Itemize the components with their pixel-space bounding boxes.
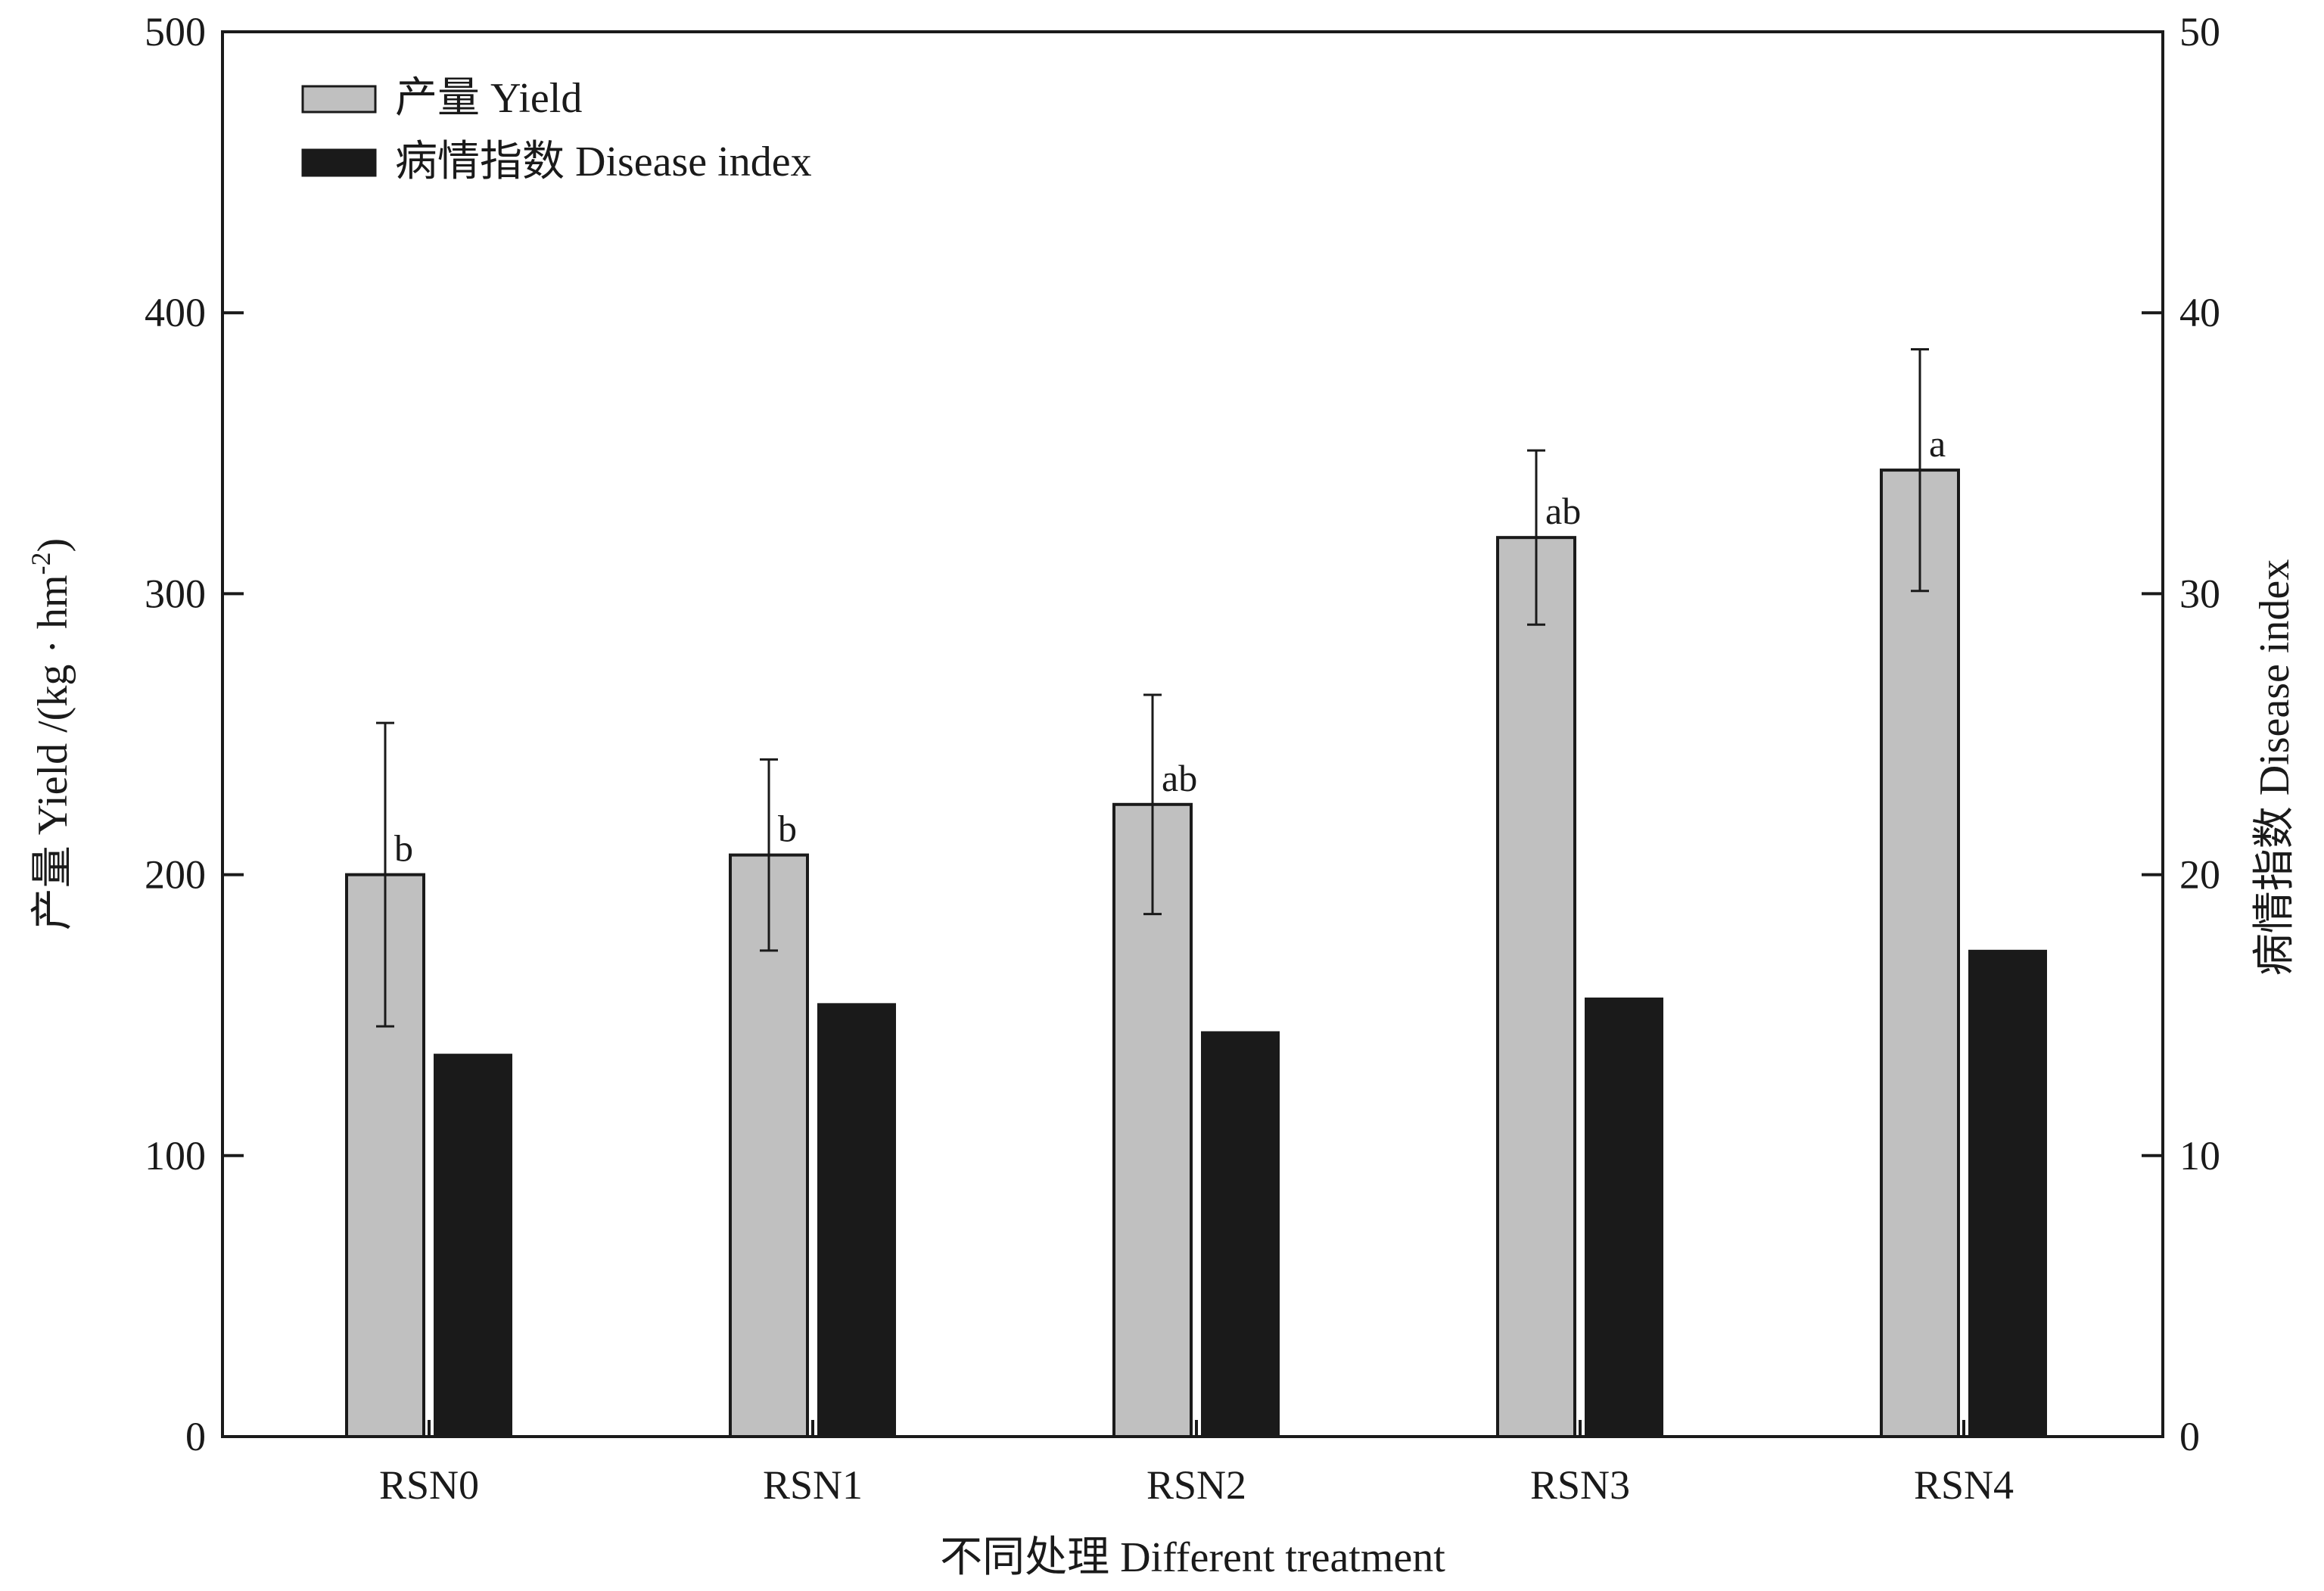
left-axis-ticks: 0 100 200 300 400 500 [145,9,244,1459]
left-tick-label: 400 [145,290,206,335]
significance-label: b [778,808,797,850]
significance-label: a [1929,422,1946,465]
right-tick-label: 10 [2179,1133,2220,1178]
significance-labels-layer: b b ab ab a [394,422,1946,870]
right-tick-label: 20 [2179,852,2220,898]
x-tick-label: RSN3 [1530,1462,1630,1508]
bar-disease-index [1585,997,1663,1437]
bar-yield [1496,536,1576,1438]
x-axis-title: 不同处理 Different treatment [940,1534,1445,1581]
bar-yield [1880,469,1960,1438]
y-axis-title-main: 产量 Yield /(kg · hm [30,574,76,930]
left-tick-label: 300 [145,571,206,616]
legend-label-disease-index: 病情指数 Disease index [395,139,812,185]
legend: 产量 Yield 病情指数 Disease index [301,75,812,185]
significance-label: ab [1545,490,1581,532]
bar-disease-index [817,1003,896,1438]
bars-layer [345,469,2047,1439]
significance-label: ab [1162,757,1197,799]
right-tick-label: 40 [2179,290,2220,335]
left-tick-label: 200 [145,852,206,898]
x-axis-ticks: RSN0 RSN1 RSN2 RSN3 RSN4 [379,1420,2014,1508]
x-tick-label: RSN1 [763,1462,863,1508]
left-tick-label: 500 [145,9,206,54]
error-bars-layer [376,347,1929,1028]
y-axis-title-right: 病情指数 Disease index [2251,559,2298,976]
bar-yield [729,853,809,1438]
left-tick-label: 0 [185,1414,206,1459]
bar-disease-index [1201,1031,1280,1438]
right-tick-label: 50 [2179,9,2220,54]
legend-label-yield: 产量 Yield [395,75,582,122]
legend-swatch-disease-index [301,148,377,177]
x-tick-label: RSN0 [379,1462,479,1508]
significance-label: b [394,827,413,870]
bar-disease-index [434,1054,512,1437]
x-tick-label: RSN4 [1914,1462,2014,1508]
y-axis-title-superscript: -2 [26,552,56,574]
right-axis-ticks: 0 10 20 30 40 50 [2142,9,2220,1459]
right-tick-label: 0 [2179,1414,2200,1459]
x-tick-label: RSN2 [1146,1462,1246,1508]
right-tick-label: 30 [2179,571,2220,616]
y-axis-title-tail: ) [30,538,76,553]
left-tick-label: 100 [145,1133,206,1178]
bar-disease-index [1968,949,2047,1437]
y-axis-title-left: 产量 Yield /(kg · hm-2) [26,538,76,930]
legend-swatch-yield [301,85,377,114]
